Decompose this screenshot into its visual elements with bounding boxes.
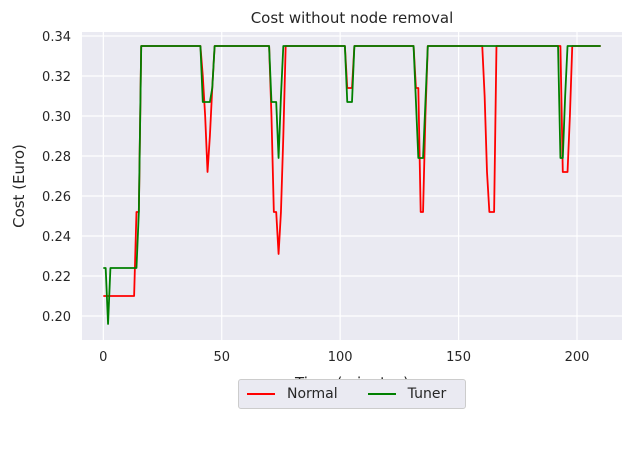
x-tick-label: 150 (446, 350, 471, 365)
x-tick-label: 0 (99, 350, 107, 365)
grid (82, 32, 622, 340)
chart-title: Cost without node removal (251, 9, 454, 27)
y-tick-label: 0.22 (42, 270, 71, 285)
legend-swatch-normal (247, 393, 275, 395)
legend-label-tuner: Tuner (407, 386, 447, 402)
legend-entry-tuner: Tuner (367, 386, 447, 402)
x-tick-label: 100 (328, 350, 353, 365)
y-tick-label: 0.24 (42, 230, 71, 245)
y-tick-label: 0.26 (42, 190, 71, 205)
y-tick-label: 0.34 (42, 30, 71, 45)
y-axis-label: Cost (Euro) (10, 144, 28, 228)
series-line-tuner (103, 45, 601, 325)
y-tick-labels: 0.20 0.22 0.24 0.26 0.28 0.30 0.32 0.34 (42, 30, 71, 325)
x-tick-label: 50 (213, 350, 230, 365)
legend: Normal Tuner (238, 379, 466, 409)
x-tick-label: 200 (565, 350, 590, 365)
legend-label-normal: Normal (287, 386, 338, 402)
y-tick-label: 0.30 (42, 110, 71, 125)
y-tick-label: 0.28 (42, 150, 71, 165)
legend-entry-normal: Normal (247, 386, 338, 402)
x-tick-labels: 0 50 100 150 200 (99, 350, 589, 365)
y-tick-label: 0.20 (42, 310, 71, 325)
series-lines (103, 45, 601, 325)
y-tick-label: 0.32 (42, 70, 71, 85)
legend-swatch-tuner (367, 393, 396, 395)
